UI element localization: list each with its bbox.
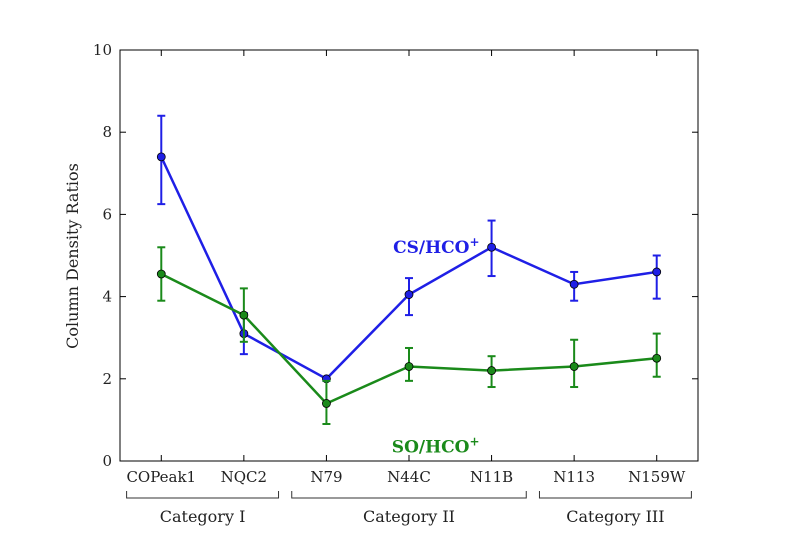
so-hco-point [239, 310, 249, 320]
x-tick-labels: COPeak1 NQC2 N79 N44C N11B N113 N159W [126, 468, 685, 486]
x-tick-label: N79 [310, 468, 342, 486]
so-hco-label-superscript: + [470, 435, 480, 449]
y-tick-label: 10 [93, 41, 112, 59]
cs-hco-point [569, 279, 579, 289]
y-axis-label: Column Density Ratios [63, 163, 82, 349]
category-groups: Category I Category II Category III [126, 491, 692, 526]
y-tick-label: 6 [102, 205, 112, 223]
so-hco-point [652, 353, 662, 363]
y-tick-label: 2 [102, 370, 112, 388]
x-tick-label: NQC2 [221, 468, 267, 486]
category-group-label: Category III [566, 507, 664, 526]
cs-hco-point [487, 242, 496, 252]
so-hco-point [404, 362, 414, 371]
cs-hco-label: CS/HCO+ [393, 235, 479, 258]
so-hco-point [487, 366, 496, 375]
cs-hco-point [404, 290, 414, 299]
x-tick-label: N113 [553, 468, 595, 486]
cs-hco-point [652, 267, 662, 277]
cs-hco-point [156, 152, 166, 162]
y-tick-label: 8 [102, 123, 112, 141]
x-tick-label: N44C [387, 468, 431, 486]
so-hco-point [569, 362, 579, 371]
category-bracket [291, 491, 527, 499]
x-tick-label: N159W [628, 468, 686, 486]
series-labels: CS/HCO+ SO/HCO+ [392, 235, 480, 457]
x-tick-label: COPeak1 [126, 468, 196, 486]
plot-frame [119, 49, 699, 462]
y-tick-label: 4 [102, 288, 112, 306]
cs-hco-line [160, 156, 657, 381]
x-tick-label: N11B [470, 468, 513, 486]
so-hco-point [156, 269, 166, 279]
so-hco-label: SO/HCO+ [392, 435, 480, 458]
category-group-label: Category I [160, 507, 246, 526]
category-group-label: Category II [363, 507, 455, 526]
so-hco-point [322, 399, 331, 408]
y-tick-label: 0 [102, 452, 112, 470]
category-bracket [538, 491, 692, 499]
series-layer [156, 114, 662, 426]
cs-hco-label-superscript: + [470, 235, 480, 249]
category-bracket [126, 491, 280, 499]
